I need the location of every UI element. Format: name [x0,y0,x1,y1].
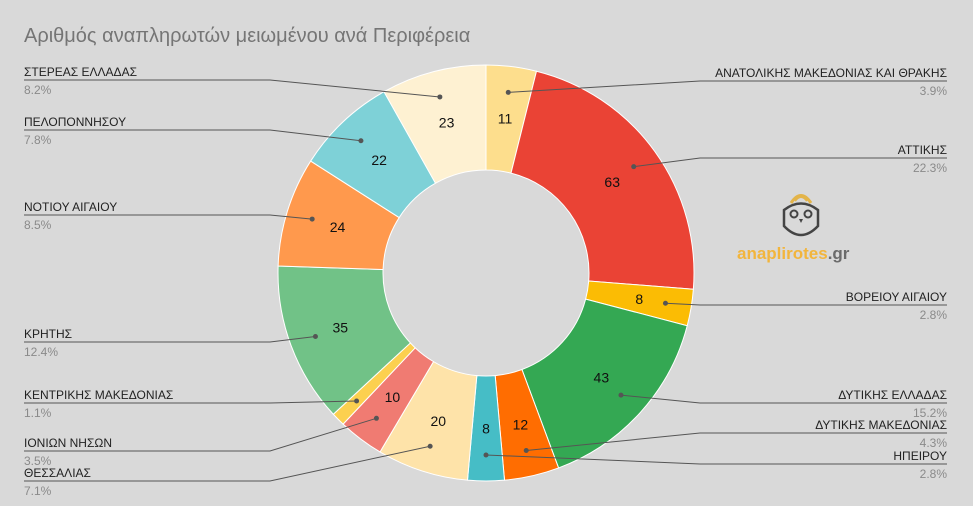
leader-line [24,336,316,343]
slice-value-label: 63 [604,174,620,190]
slice-value-label: 24 [330,219,346,235]
leader-line [526,432,947,451]
percent-label: 8.2% [24,83,52,97]
category-label: ΣΤΕΡΕΑΣ ΕΛΛΑΔΑΣ [24,65,137,79]
leader-dot [483,452,489,458]
slice-value-label: 10 [385,389,401,405]
slice-value-label: 8 [482,421,490,437]
donut-slices [277,64,695,482]
leader-line [24,417,377,452]
leader-lines [24,79,947,482]
leader-line [24,400,357,404]
slice-value-label: 43 [594,369,610,385]
owl-icon [782,194,820,237]
slice-value-label: 8 [635,291,643,307]
slice-value-label: 12 [513,417,529,433]
leader-line [485,454,947,465]
category-label: ΔΥΤΙΚΗΣ ΜΑΚΕΔΟΝΙΑΣ [815,418,947,432]
slice-value-label: 11 [498,111,513,127]
slice-labels: 11 ΑΝΑΤΟΛΙΚΗΣ ΜΑΚΕΔΟΝΙΑΣ ΚΑΙ ΘΡΑΚΗΣ 3.9% 63… [24,65,947,498]
chart-title: Αριθμός αναπληρωτών μειωμένου ανά Περιφέ… [24,25,470,47]
percent-label: 2.8% [920,308,948,322]
leader-line [665,302,947,306]
leader-dot [523,448,529,454]
brand-logo: anaplirotes.gr [737,194,850,263]
brand-main-text: anaplirotes [737,244,828,263]
leader-line [508,80,947,93]
percent-label: 7.8% [24,133,52,147]
leader-dot [309,216,315,222]
slice-αττικης [510,70,695,290]
percent-label: 4.3% [920,436,948,450]
slice-δυτικης-ελλαδας [521,298,688,469]
leader-line [24,214,313,220]
leader-dot [354,398,360,404]
slice-value-label: 23 [439,115,455,131]
leader-dot [618,392,624,398]
category-label: ΠΕΛΟΠΟΝΝΗΣΟΥ [24,115,126,129]
percent-label: 12.4% [24,345,58,359]
category-label: ΚΡΗΤΗΣ [24,327,72,341]
leader-dot [358,138,364,144]
category-label: ΗΠΕΙΡΟΥ [893,449,947,463]
category-label: ΘΕΣΣΑΛΙΑΣ [24,466,91,480]
slice-value-label: 20 [430,413,446,429]
leader-line [620,394,947,404]
category-label: ΒΟΡΕΙΟΥ ΑΙΓΑΙΟΥ [846,290,947,304]
percent-label: 22.3% [913,161,947,175]
percent-label: 7.1% [24,484,52,498]
leader-dot [662,300,668,306]
category-label: ΑΤΤΙΚΗΣ [898,143,947,157]
leader-line [24,129,361,142]
leader-dot [312,334,318,340]
category-label: ΝΟΤΙΟΥ ΑΙΓΑΙΟΥ [24,200,117,214]
percent-label: 3.9% [920,84,948,98]
percent-label: 1.1% [24,406,52,420]
leader-line [633,157,947,168]
percent-label: 8.5% [24,218,52,232]
leader-line [24,445,431,482]
leader-dot [631,164,637,170]
percent-label: 2.8% [920,467,948,481]
percent-label: 3.5% [24,454,52,468]
brand-name: anaplirotes.gr [737,244,850,263]
slice-στερεας-ελλαδας [383,64,487,184]
category-label: ΔΥΤΙΚΗΣ ΕΛΛΑΔΑΣ [838,388,947,402]
category-label: ΚΕΝΤΡΙΚΗΣ ΜΑΚΕΔΟΝΙΑΣ [24,388,173,402]
leader-line [24,79,440,98]
leader-dot [373,415,379,421]
leader-dot [437,94,443,100]
slice-value-label: 22 [371,152,387,168]
percent-label: 15.2% [913,406,947,420]
brand-tld-text: .gr [828,244,850,263]
leader-dot [505,89,511,95]
slice-value-label: 35 [332,319,348,335]
category-label: ΙΟΝΙΩΝ ΝΗΣΩΝ [24,436,112,450]
category-label: ΑΝΑΤΟΛΙΚΗΣ ΜΑΚΕΔΟΝΙΑΣ ΚΑΙ ΘΡΑΚΗΣ [715,66,947,80]
leader-dot [427,443,433,449]
